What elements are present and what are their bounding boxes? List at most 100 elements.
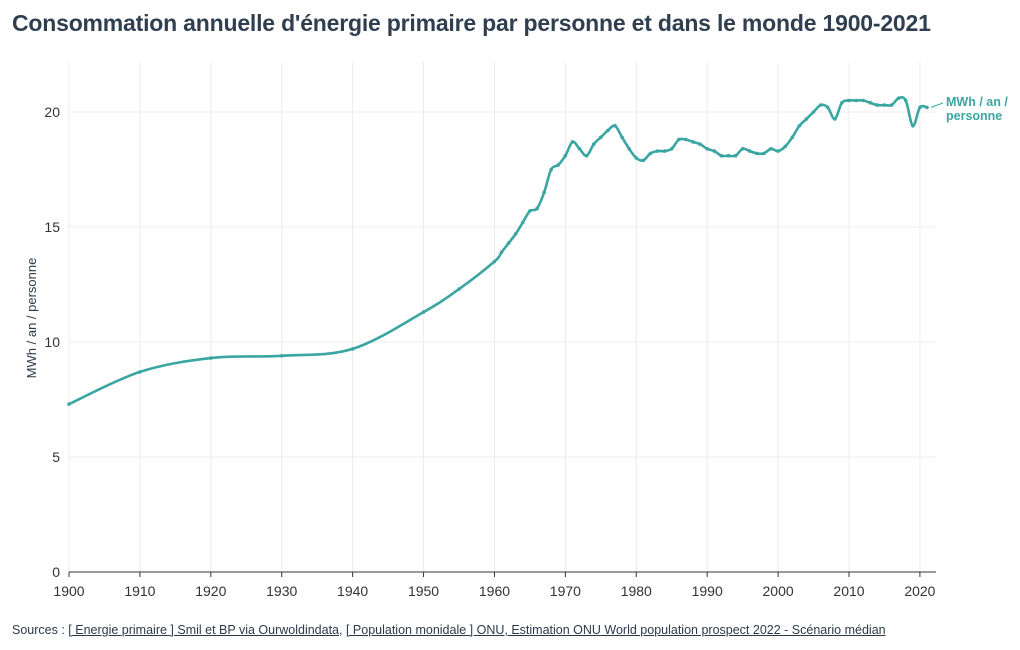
data-point-1955 bbox=[457, 287, 461, 291]
data-point-1980 bbox=[634, 156, 639, 160]
data-point-2014 bbox=[875, 103, 880, 107]
x-tick-label-1900: 1900 bbox=[53, 583, 84, 599]
data-point-1984 bbox=[662, 149, 667, 153]
y-tick-label-20: 20 bbox=[44, 104, 60, 120]
data-point-1983 bbox=[655, 149, 660, 153]
data-point-2017 bbox=[896, 96, 901, 100]
data-point-1972 bbox=[577, 147, 582, 151]
y-axis-label: MWh / an / personne bbox=[24, 258, 39, 379]
data-point-2005 bbox=[811, 110, 816, 114]
data-point-1971 bbox=[570, 140, 575, 144]
data-point-2001 bbox=[783, 144, 787, 149]
data-point-1998 bbox=[762, 151, 766, 156]
y-tick-label-0: 0 bbox=[52, 564, 60, 580]
x-ticks: 1900 1910 1920 1930 1940 1950 1960 1970 1980 1990… bbox=[53, 572, 936, 599]
x-tick-label-2020: 2020 bbox=[904, 583, 935, 599]
end-label-line-2: personne bbox=[946, 109, 1002, 123]
data-point-1990 bbox=[705, 147, 709, 151]
data-points bbox=[67, 96, 929, 406]
data-point-1999 bbox=[769, 147, 773, 151]
x-tick-label-1910: 1910 bbox=[124, 583, 155, 599]
data-point-2018 bbox=[903, 98, 908, 103]
data-point-2012 bbox=[861, 98, 865, 103]
data-point-1979 bbox=[627, 147, 631, 151]
source-link-energy[interactable]: [ Energie primaire ] Smil et BP via Ourw… bbox=[68, 623, 340, 637]
x-tick-label-1920: 1920 bbox=[195, 583, 226, 599]
sources-prefix: Sources : bbox=[12, 623, 69, 637]
data-point-1987 bbox=[684, 137, 688, 142]
data-point-1910 bbox=[138, 370, 142, 374]
data-point-1973 bbox=[584, 153, 589, 158]
gridlines bbox=[68, 62, 936, 572]
x-tick-label-1980: 1980 bbox=[621, 583, 652, 599]
data-point-1950 bbox=[421, 310, 426, 314]
data-point-1900 bbox=[67, 402, 71, 406]
data-point-1967 bbox=[542, 190, 546, 195]
y-tick-label-5: 5 bbox=[52, 449, 60, 465]
x-tick-label-1950: 1950 bbox=[408, 583, 439, 599]
data-point-1961 bbox=[499, 250, 504, 255]
data-point-1989 bbox=[698, 142, 702, 146]
sources-footer: Sources : [ Energie primaire ] Smil et B… bbox=[12, 623, 886, 637]
chart-title: Consommation annuelle d'énergie primaire… bbox=[12, 10, 931, 36]
data-point-2008 bbox=[833, 117, 837, 121]
data-point-2004 bbox=[804, 117, 809, 121]
x-tick-label-1970: 1970 bbox=[550, 583, 581, 599]
data-point-1982 bbox=[648, 151, 653, 156]
sources-separator: , bbox=[339, 623, 346, 637]
data-point-1966 bbox=[535, 206, 539, 211]
data-point-1974 bbox=[591, 142, 596, 146]
series-line bbox=[67, 96, 929, 406]
data-point-2010 bbox=[847, 98, 851, 103]
source-link-population[interactable]: [ Population monidale ] ONU, Estimation … bbox=[345, 623, 886, 637]
end-label-line-1: MWh / an / bbox=[946, 95, 1008, 109]
data-point-1964 bbox=[521, 220, 525, 225]
data-point-2015 bbox=[882, 103, 887, 107]
data-point-2021 bbox=[925, 105, 929, 110]
data-point-1969 bbox=[556, 163, 561, 167]
data-point-2019 bbox=[911, 124, 915, 128]
data-point-1996 bbox=[747, 149, 752, 153]
x-tick-label-1940: 1940 bbox=[337, 583, 368, 599]
data-point-2003 bbox=[797, 124, 802, 128]
data-point-2011 bbox=[854, 98, 858, 103]
data-point-2000 bbox=[776, 149, 780, 153]
data-point-1930 bbox=[279, 354, 284, 358]
y-ticks: 0 5 10 15 20 bbox=[44, 104, 60, 580]
data-point-1920 bbox=[209, 356, 213, 360]
data-point-1962 bbox=[506, 241, 511, 245]
data-point-1994 bbox=[733, 153, 738, 158]
data-point-2007 bbox=[825, 105, 830, 110]
data-point-1970 bbox=[563, 153, 568, 158]
data-point-2002 bbox=[790, 135, 795, 140]
data-point-1997 bbox=[755, 151, 759, 156]
data-point-1981 bbox=[641, 158, 646, 163]
data-point-1978 bbox=[620, 135, 624, 140]
data-point-1985 bbox=[669, 147, 674, 151]
x-tick-label-1960: 1960 bbox=[479, 583, 510, 599]
data-point-1965 bbox=[528, 209, 532, 213]
x-tick-label-2010: 2010 bbox=[833, 583, 864, 599]
data-point-1991 bbox=[712, 149, 717, 153]
data-point-1993 bbox=[726, 153, 731, 158]
data-point-1986 bbox=[677, 137, 681, 142]
data-point-1988 bbox=[691, 140, 695, 144]
y-tick-label-15: 15 bbox=[44, 219, 60, 235]
end-label-connector bbox=[930, 102, 944, 108]
data-point-1992 bbox=[719, 153, 724, 158]
data-point-1968 bbox=[549, 167, 553, 172]
data-point-1995 bbox=[740, 147, 745, 151]
data-point-2006 bbox=[818, 103, 823, 107]
y-tick-label-10: 10 bbox=[44, 334, 60, 350]
x-tick-label-1990: 1990 bbox=[692, 583, 723, 599]
data-point-1963 bbox=[513, 232, 518, 236]
data-point-2016 bbox=[889, 103, 894, 107]
end-label: MWh / an / personne bbox=[946, 95, 1011, 123]
x-tick-label-1930: 1930 bbox=[266, 583, 297, 599]
data-point-1977 bbox=[613, 124, 617, 128]
x-tick-label-2000: 2000 bbox=[763, 583, 794, 599]
data-point-1940 bbox=[350, 347, 355, 351]
data-point-2009 bbox=[840, 101, 844, 105]
data-point-1976 bbox=[606, 128, 610, 133]
